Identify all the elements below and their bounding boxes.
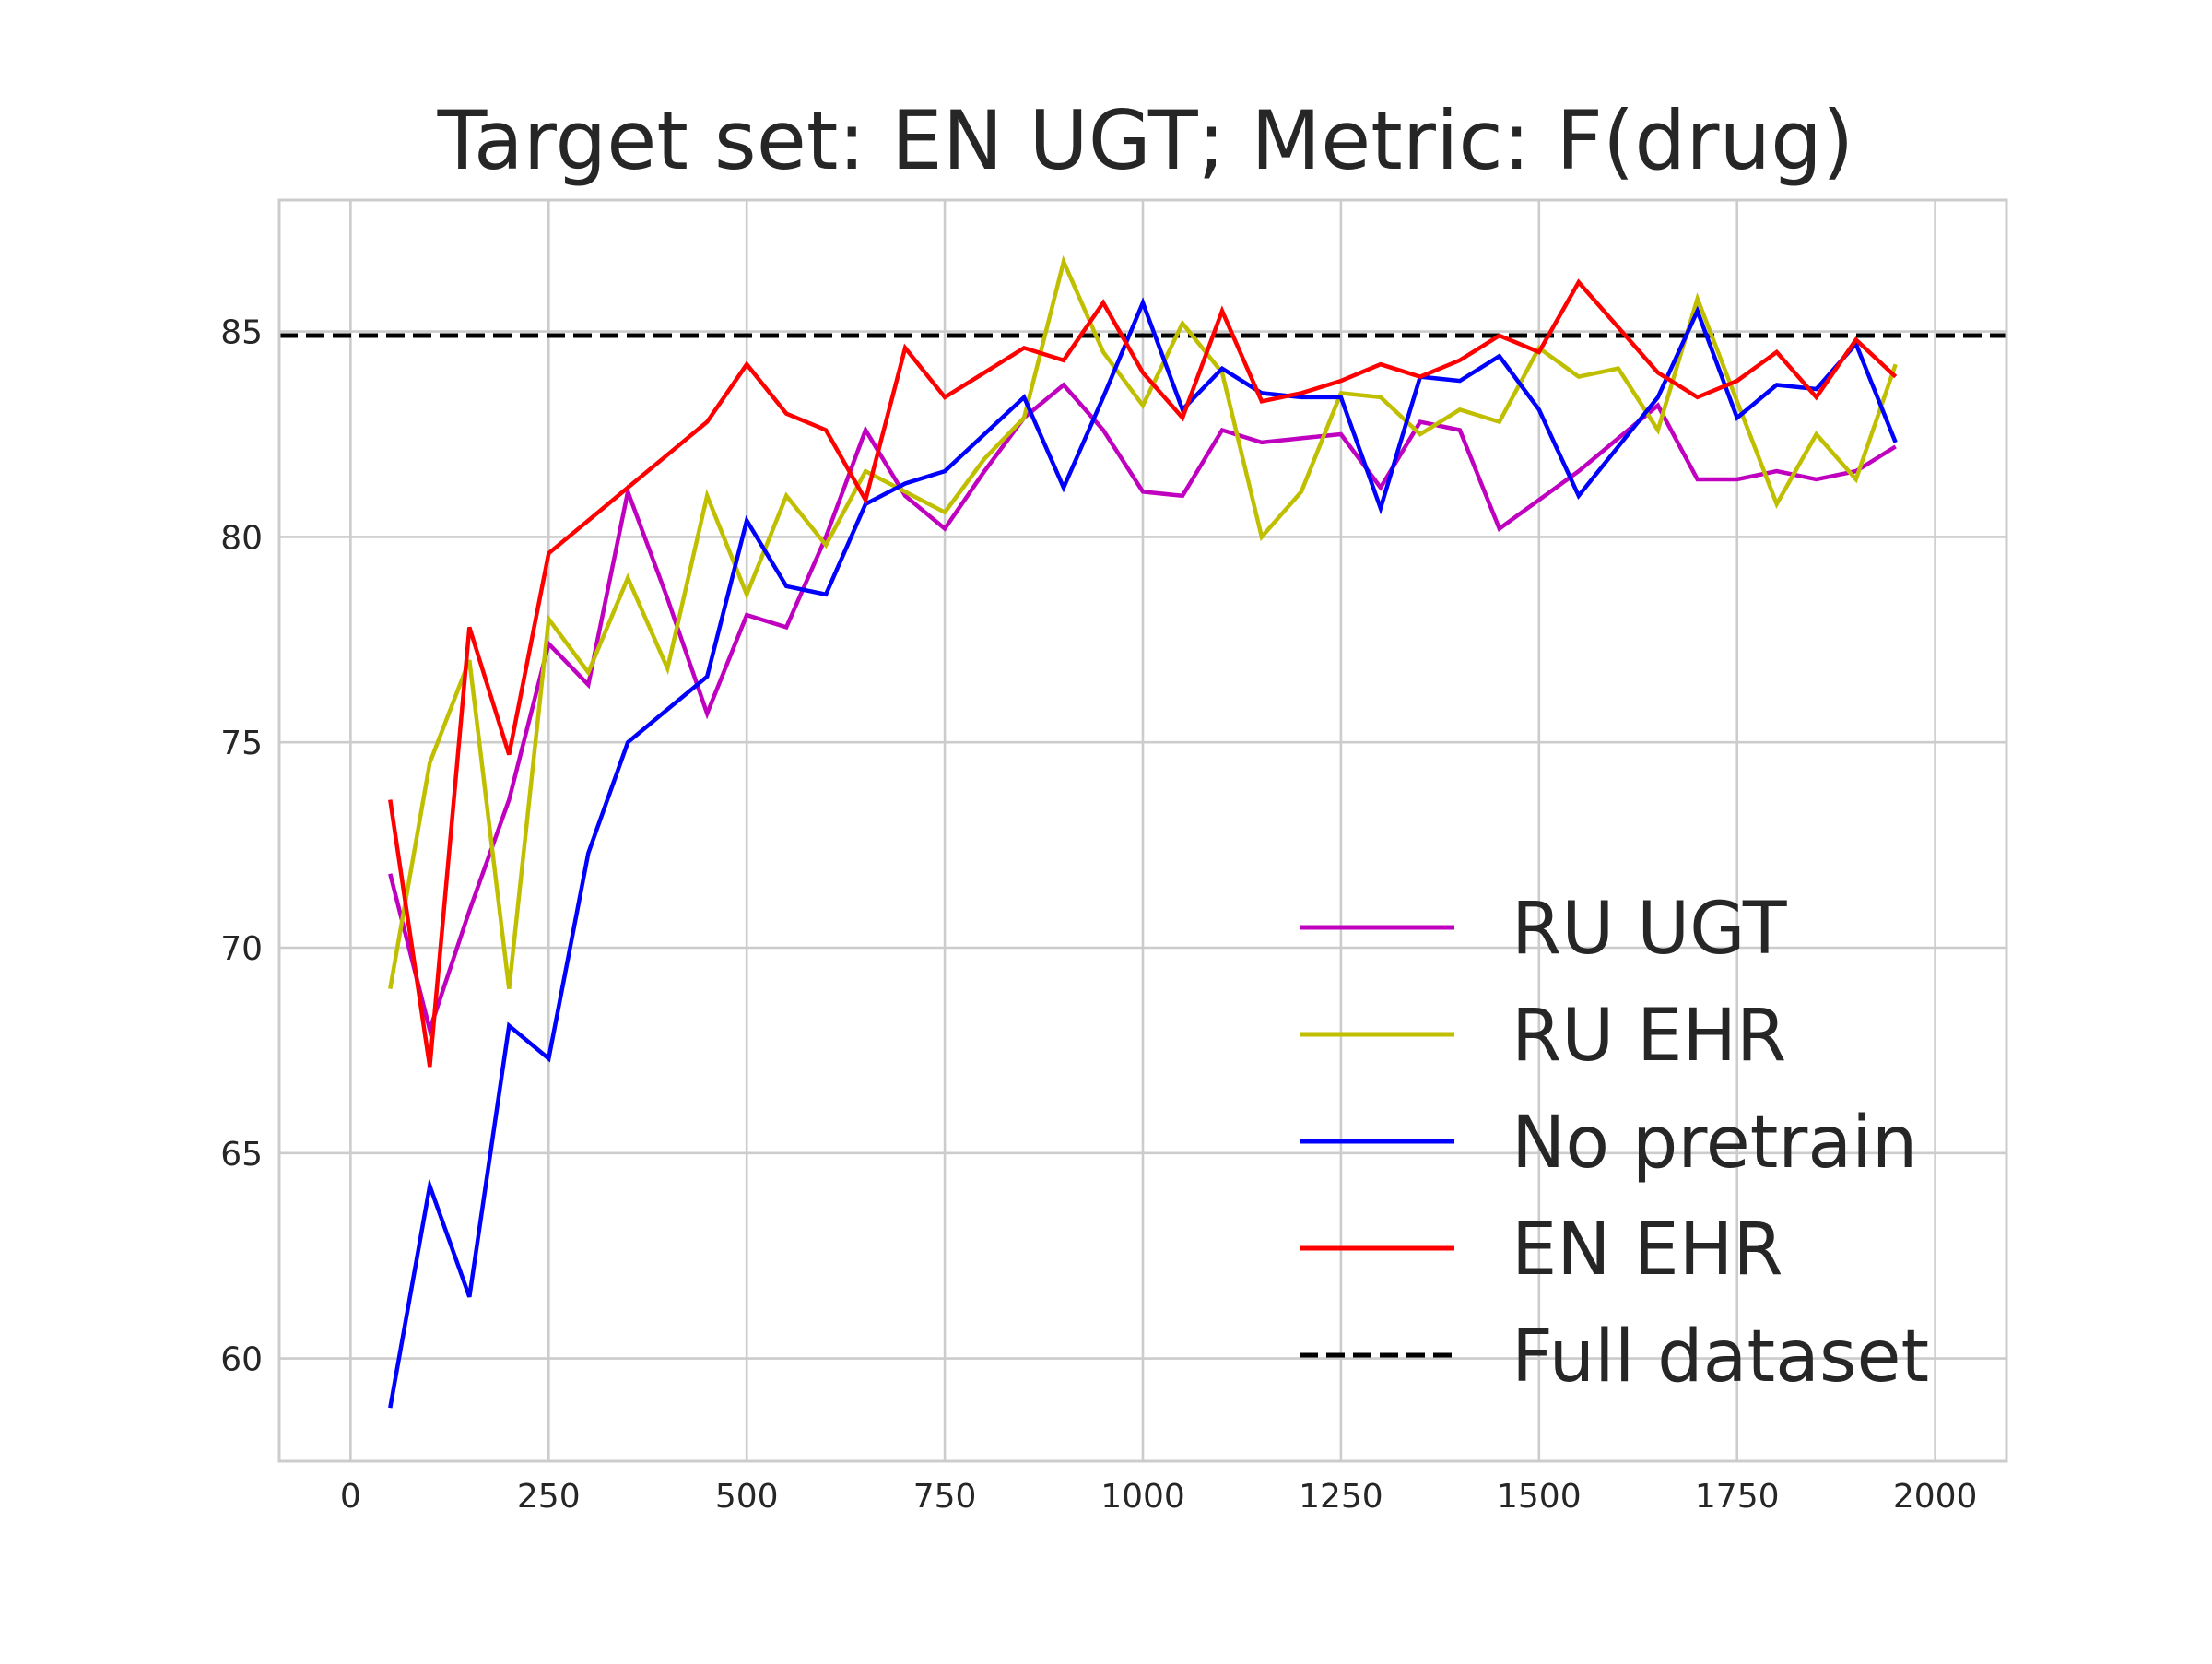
series-line [388,254,1898,989]
plot-frame [277,198,2008,1463]
x-tick-labels: 0 250 500 750 1000 1250 1500 1750 2000 [340,1478,1978,1516]
legend-label: RU EHR [1512,995,1786,1078]
x-tick-label: 1750 [1695,1478,1780,1516]
x-tick-label: 750 [913,1478,977,1516]
x-tick-label: 500 [715,1478,779,1516]
x-tick-label: 250 [517,1478,581,1516]
legend-label: No pretrain [1512,1102,1917,1185]
series-layer [388,254,1898,1409]
y-tick-label: 60 [220,1341,263,1379]
x-tick-label: 2000 [1893,1478,1978,1516]
legend-label: Full dataset [1512,1316,1929,1398]
legend-label: EN EHR [1512,1209,1783,1292]
x-tick-label: 1000 [1100,1478,1185,1516]
chart-title: Target set: EN UGT; Metric: F(drug) [437,93,1854,188]
y-tick-label: 70 [220,930,263,968]
legend: RU UGT RU EHR No pretrain EN EHR Full datase… [1300,888,1929,1398]
grid [279,200,2006,1461]
x-tick-label: 0 [340,1478,361,1516]
y-tick-label: 85 [220,314,263,352]
series-line [388,278,1898,1068]
y-tick-labels: 60 65 70 75 80 85 [220,314,263,1379]
y-tick-label: 75 [220,725,263,762]
y-tick-label: 80 [220,519,263,557]
series-line [388,297,1898,1409]
x-tick-label: 1250 [1299,1478,1383,1516]
legend-label: RU UGT [1512,888,1787,971]
y-tick-label: 65 [220,1136,263,1174]
x-tick-label: 1500 [1497,1478,1582,1516]
